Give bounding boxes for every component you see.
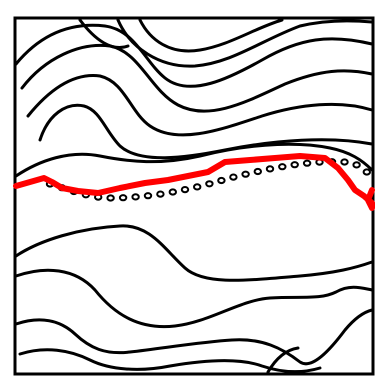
contour-line bbox=[14, 268, 374, 329]
boundary-dot bbox=[278, 163, 287, 171]
boundary-dot bbox=[362, 168, 371, 176]
boundary-dot bbox=[253, 167, 262, 176]
boundary-dot bbox=[217, 176, 226, 185]
boundary-dot bbox=[106, 194, 115, 202]
contour-line bbox=[38, 103, 374, 160]
contour-line bbox=[26, 74, 374, 137]
boundary-dot bbox=[118, 194, 128, 202]
boundary-dot bbox=[168, 188, 178, 196]
boundary-dot bbox=[180, 186, 190, 194]
contour-line bbox=[18, 348, 322, 374]
red-trace bbox=[13, 153, 375, 211]
boundary-dot bbox=[193, 183, 202, 191]
boundary-dot bbox=[229, 173, 238, 181]
boundary-dot bbox=[265, 165, 275, 173]
contour-line bbox=[20, 43, 374, 113]
boundary-dot bbox=[352, 161, 361, 169]
boundary-dot bbox=[131, 193, 140, 201]
boundary-dot bbox=[156, 190, 165, 198]
contour-lines bbox=[14, 18, 374, 374]
contour-line bbox=[14, 308, 374, 366]
boundary-dot bbox=[205, 180, 214, 188]
boundary-dot bbox=[340, 158, 349, 166]
boundary-dot bbox=[302, 159, 312, 167]
contour-line bbox=[14, 224, 374, 282]
frame-border bbox=[13, 16, 375, 376]
boundary-dot bbox=[241, 170, 250, 178]
contour-line bbox=[78, 18, 130, 49]
boundary-dot bbox=[143, 192, 153, 200]
contour-line bbox=[116, 18, 374, 68]
contour-line bbox=[266, 346, 300, 374]
contour-line bbox=[14, 142, 374, 178]
contour-line bbox=[138, 18, 284, 53]
contour-line bbox=[14, 23, 374, 88]
boundary-dot bbox=[290, 161, 299, 169]
